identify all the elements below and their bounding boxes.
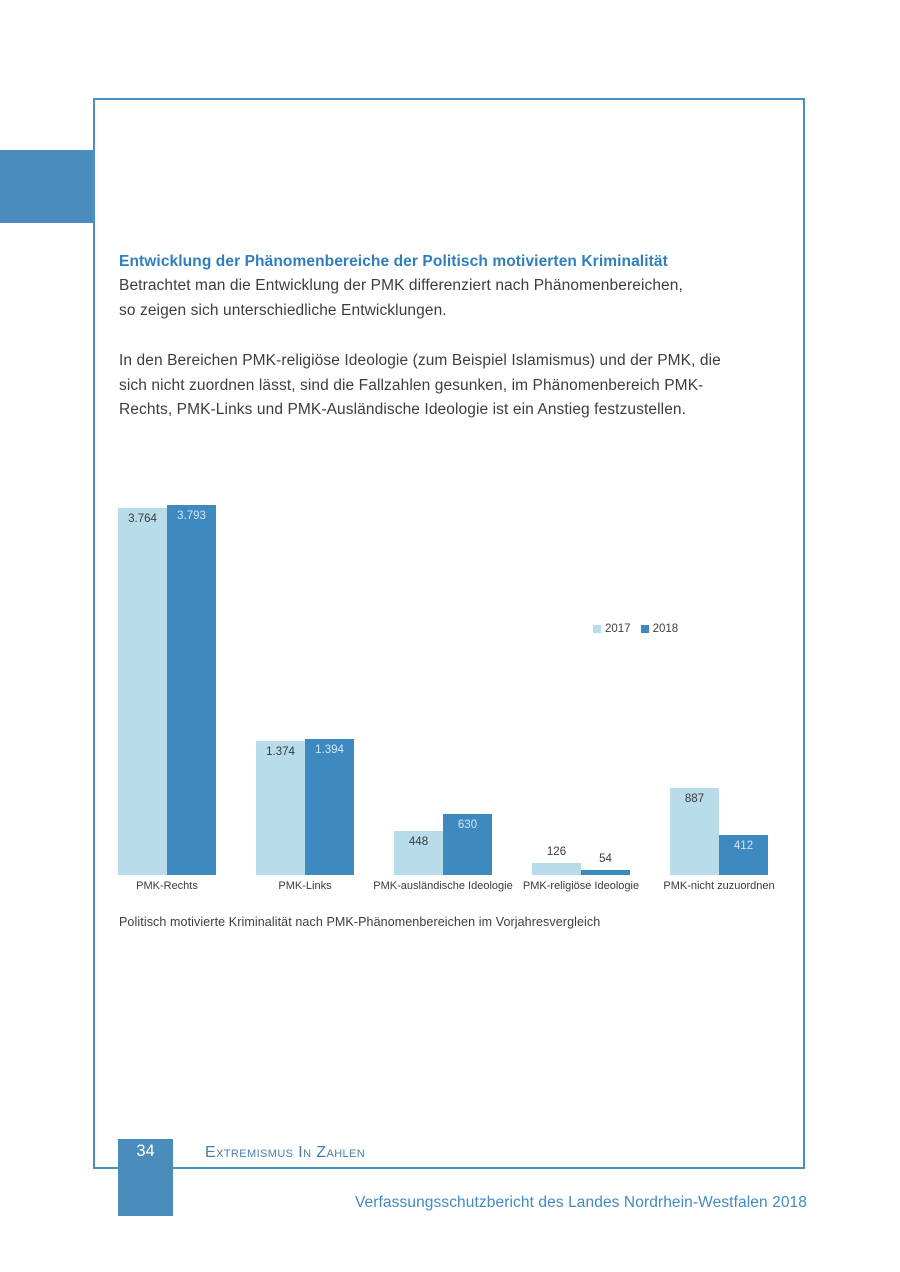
bar-2018-1	[167, 505, 216, 875]
bar-value-2018-1: 3.793	[177, 510, 206, 522]
chapter-tab	[0, 150, 93, 223]
bar-2018-5	[719, 835, 768, 875]
legend-item-2018: 2018	[640, 623, 679, 635]
paragraph-2-line-1: In den Bereichen PMK-religiöse Ideologie…	[119, 352, 721, 369]
category-label-1: PMK-Rechts	[136, 880, 198, 892]
bar-2017-5	[670, 788, 719, 875]
bar-2017-3	[394, 831, 443, 875]
chart-caption: Politisch motivierte Kriminalität nach P…	[119, 915, 601, 929]
bar-value-2018-4: 54	[599, 853, 612, 865]
legend-label-2017: 2017	[605, 623, 631, 635]
bar-2018-2	[305, 739, 354, 875]
paragraph-2-line-2: sich nicht zuordnen lässt, sind die Fall…	[119, 376, 704, 394]
bar-value-2017-2: 1.374	[266, 746, 295, 758]
bar-value-2018-5: 412	[733, 840, 754, 852]
category-label-2: PMK-Links	[278, 880, 332, 892]
bar-value-2017-4: 126	[546, 846, 567, 858]
bar-chart: 2017 2018 3.764 3.793 PMK-Rechts 1.374 1.394…	[100, 495, 800, 895]
legend-swatch-2018	[640, 625, 649, 633]
category-label-3: PMK-ausländische Ideologie	[373, 880, 513, 892]
section-heading: Entwicklung der Phänomenbereiche der Pol…	[119, 253, 668, 270]
legend-item-2017: 2017	[593, 623, 631, 635]
bar-value-2017-5: 887	[684, 793, 705, 805]
bar-value-2017-3: 448	[408, 836, 429, 848]
footer-section-title: Extremismus In Zahlen	[205, 1144, 366, 1161]
bar-value-2018-3: 630	[457, 819, 478, 831]
bar-2018-4	[581, 870, 630, 875]
page-number-box: 34	[118, 1139, 173, 1216]
bar-2018-3	[443, 814, 492, 875]
legend-label-2018: 2018	[652, 623, 679, 635]
bar-2017-1	[118, 508, 167, 875]
legend-swatch-2017	[593, 625, 601, 633]
paragraph-2-line-3: Rechts, PMK-Links und PMK-Ausländische I…	[119, 401, 687, 418]
chart-legend: 2017 2018	[593, 623, 678, 635]
category-label-4: PMK-religiöse Ideologie	[522, 880, 640, 892]
footer-report-title: Verfassungsschutzbericht des Landes Nord…	[354, 1194, 807, 1211]
paragraph-2: In den Bereichen PMK-religiöse Ideologie…	[119, 349, 799, 423]
bar-value-2018-2: 1.394	[315, 744, 344, 756]
paragraph-1-line-2: so zeigen sich unterschiedliche Entwickl…	[119, 301, 447, 319]
category-label-5: PMK-nicht zuzuordnen	[663, 880, 775, 892]
paragraph-1-line-1: Betrachtet man die Entwicklung der PMK d…	[119, 277, 683, 294]
paragraph-1: Betrachtet man die Entwicklung der PMK d…	[119, 274, 799, 323]
page-number: 34	[136, 1142, 155, 1160]
bar-value-2017-1: 3.764	[128, 513, 157, 525]
bar-2017-4	[532, 863, 581, 875]
bar-2017-2	[256, 741, 305, 875]
